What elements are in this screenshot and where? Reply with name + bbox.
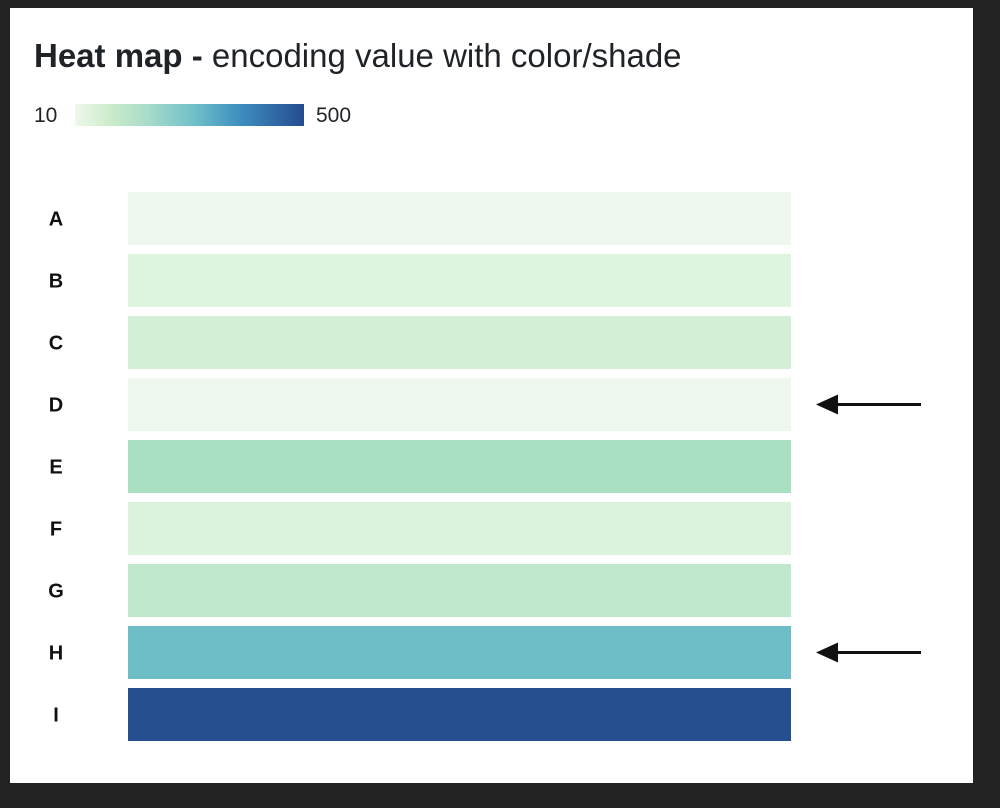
row-label-g: G — [48, 581, 64, 603]
chart-title: Heat map - encoding value with color/sha… — [34, 36, 682, 76]
heatmap-cell-e — [128, 440, 791, 493]
legend-max-label: 500 — [316, 104, 352, 127]
row-label-h: H — [49, 643, 63, 665]
arrow-icon — [816, 394, 921, 415]
heatmap-plot: A B C D E F G H I — [48, 192, 921, 741]
heatmap-cell-f — [128, 502, 791, 555]
arrow-icon — [816, 642, 921, 663]
heatmap-cell-h — [128, 626, 791, 679]
row-label-b: B — [49, 271, 63, 293]
legend-gradient-bar — [75, 104, 304, 126]
row-label-f: F — [50, 519, 62, 541]
heatmap-cell-d — [128, 378, 791, 431]
heatmap-cell-c — [128, 316, 791, 369]
chart-title-rest: encoding value with color/shade — [202, 37, 682, 74]
row-label-a: A — [49, 209, 63, 231]
legend-min-label: 10 — [34, 104, 58, 127]
arrow-head — [816, 642, 838, 663]
chart-title-bold: Heat map - — [34, 37, 203, 74]
arrow-head — [816, 394, 838, 415]
row-label-e: E — [49, 457, 62, 479]
heatmap-cell-i — [128, 688, 791, 741]
row-label-i: I — [53, 705, 59, 727]
heatmap-cell-b — [128, 254, 791, 307]
row-label-d: D — [49, 395, 63, 417]
chart-card: Heat map - encoding value with color/sha… — [10, 8, 973, 783]
heatmap-cell-a — [128, 192, 791, 245]
heatmap-cell-g — [128, 564, 791, 617]
row-label-c: C — [49, 333, 63, 355]
